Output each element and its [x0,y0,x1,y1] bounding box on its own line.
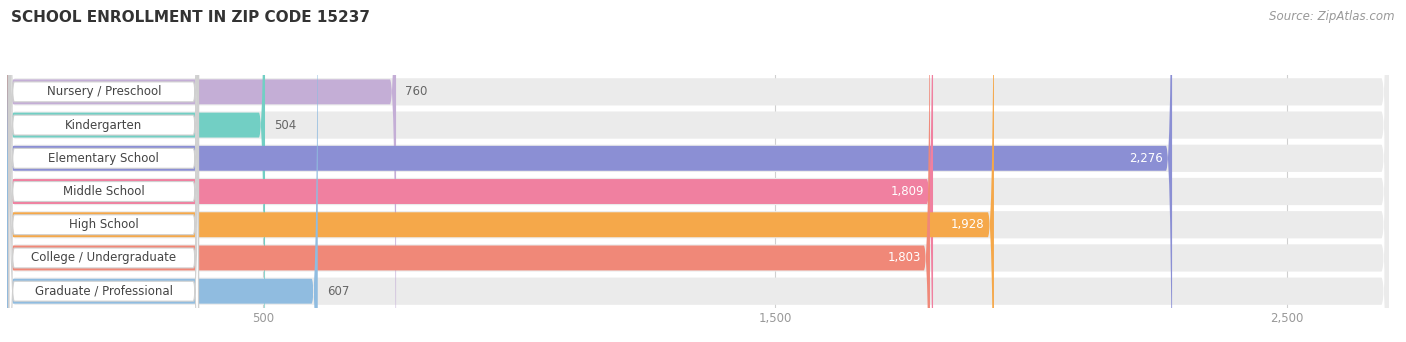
FancyBboxPatch shape [7,0,264,342]
FancyBboxPatch shape [8,0,198,342]
FancyBboxPatch shape [8,0,198,342]
FancyBboxPatch shape [7,0,1389,342]
FancyBboxPatch shape [8,0,198,342]
Text: College / Undergraduate: College / Undergraduate [31,251,176,264]
FancyBboxPatch shape [7,0,1389,342]
FancyBboxPatch shape [7,0,994,342]
FancyBboxPatch shape [7,0,1389,342]
Text: 2,276: 2,276 [1129,152,1163,165]
Text: Middle School: Middle School [63,185,145,198]
FancyBboxPatch shape [7,0,396,342]
FancyBboxPatch shape [8,0,198,342]
Text: High School: High School [69,218,139,231]
Text: 607: 607 [328,285,349,298]
Text: Source: ZipAtlas.com: Source: ZipAtlas.com [1270,10,1395,23]
FancyBboxPatch shape [7,0,1389,342]
FancyBboxPatch shape [7,0,1389,342]
Text: Graduate / Professional: Graduate / Professional [35,285,173,298]
Text: Kindergarten: Kindergarten [65,119,142,132]
FancyBboxPatch shape [7,0,929,342]
FancyBboxPatch shape [7,0,934,342]
Text: Elementary School: Elementary School [48,152,159,165]
FancyBboxPatch shape [7,0,318,342]
Text: 760: 760 [405,86,427,98]
FancyBboxPatch shape [7,0,1173,342]
Text: SCHOOL ENROLLMENT IN ZIP CODE 15237: SCHOOL ENROLLMENT IN ZIP CODE 15237 [11,10,370,25]
Text: 1,928: 1,928 [950,218,984,231]
FancyBboxPatch shape [8,0,198,342]
Text: 1,803: 1,803 [887,251,921,264]
FancyBboxPatch shape [7,0,1389,342]
FancyBboxPatch shape [8,0,198,342]
Text: 504: 504 [274,119,297,132]
FancyBboxPatch shape [8,0,198,342]
Text: 1,809: 1,809 [890,185,924,198]
Text: Nursery / Preschool: Nursery / Preschool [46,86,162,98]
FancyBboxPatch shape [7,0,1389,342]
